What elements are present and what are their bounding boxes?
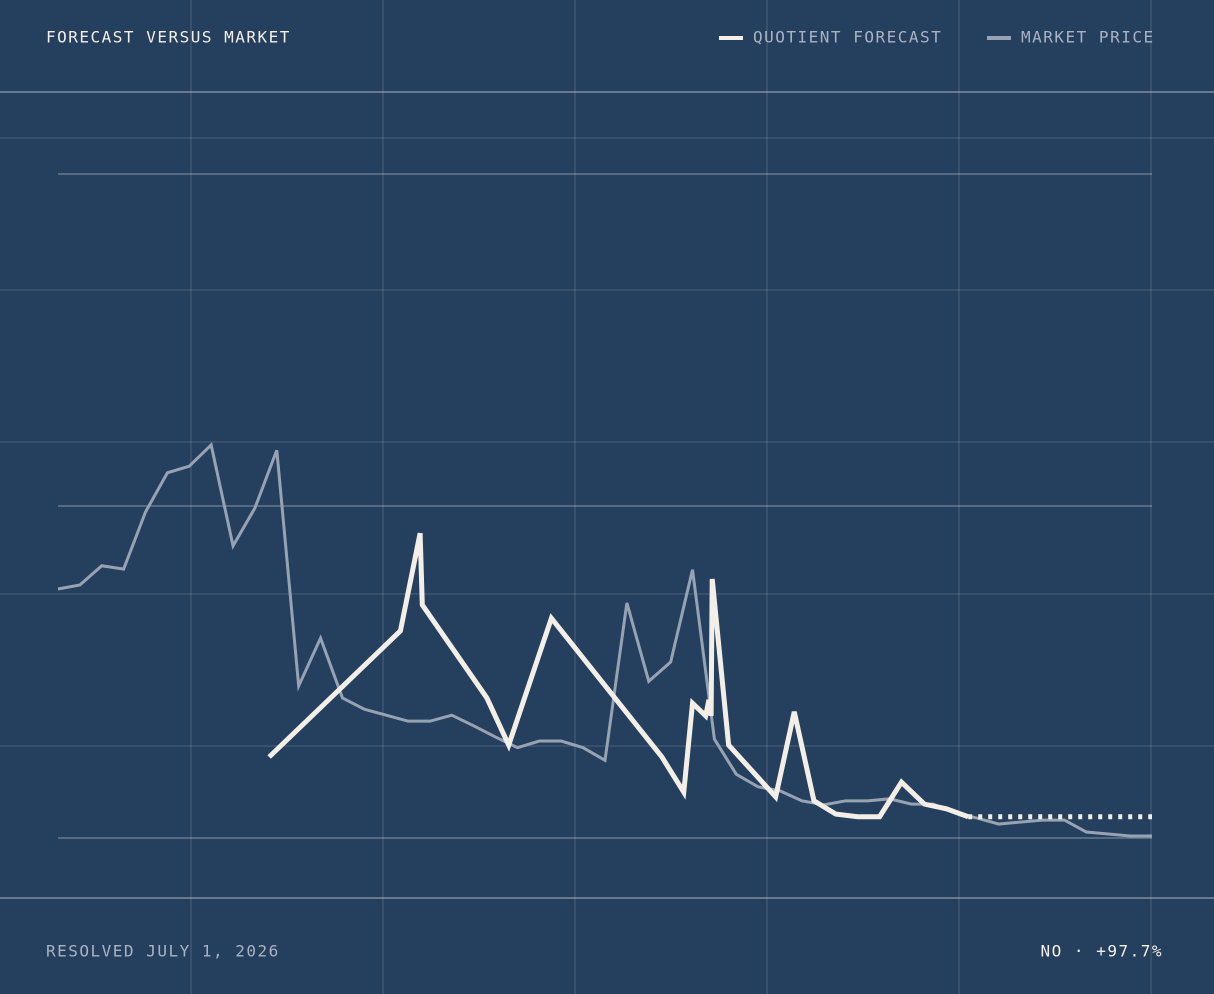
legend-label: QUOTIENT FORECAST xyxy=(753,28,942,47)
legend-label: MARKET PRICE xyxy=(1021,28,1155,47)
chart-title: FORECAST VERSUS MARKET xyxy=(46,28,291,47)
footer-right: NO · +97.7% xyxy=(1041,942,1163,961)
series-line xyxy=(267,532,970,820)
footer-left: RESOLVED JULY 1, 2026 xyxy=(46,942,280,961)
